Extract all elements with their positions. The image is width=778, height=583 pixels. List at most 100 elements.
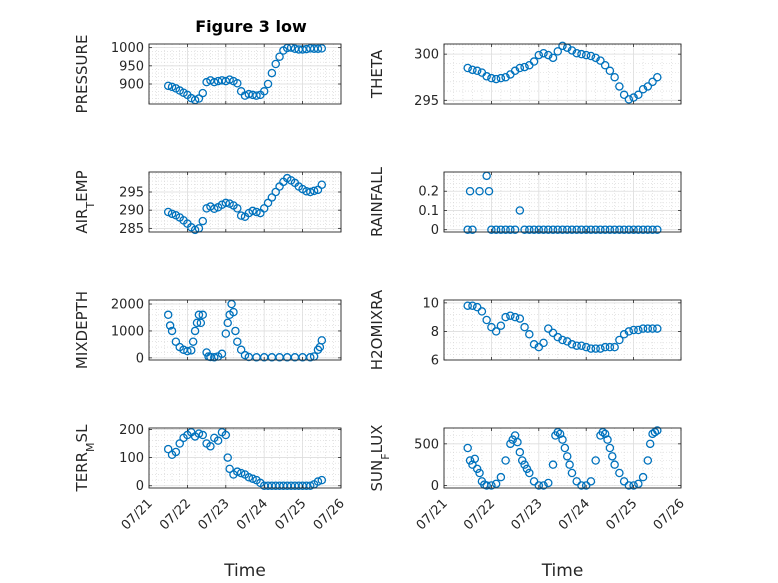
data-point	[515, 206, 525, 215]
data-point	[163, 81, 173, 91]
data-point	[192, 318, 202, 328]
data-point	[491, 479, 501, 489]
data-point	[267, 193, 277, 202]
data-series	[163, 427, 327, 490]
x-tick-label: 07/21	[119, 496, 156, 533]
data-point	[558, 435, 567, 444]
y-axis-label: SUNFLUX	[368, 425, 392, 492]
x-tick-label: 07/23	[509, 496, 546, 533]
data-point	[463, 63, 472, 73]
data-point	[586, 477, 596, 486]
data-point	[591, 53, 600, 63]
data-point	[596, 344, 605, 353]
data-point	[624, 95, 634, 104]
data-point	[629, 481, 638, 490]
y-tick-label: 0	[431, 479, 439, 494]
data-point	[194, 310, 204, 320]
data-point	[534, 481, 544, 490]
data-point	[610, 342, 619, 352]
data-point	[577, 49, 586, 59]
data-point	[513, 437, 522, 447]
y-axis-label: MIXDEPTH	[73, 291, 91, 369]
data-point	[306, 353, 315, 362]
data-point	[233, 467, 242, 476]
data-point	[525, 468, 534, 478]
data-series	[163, 43, 327, 105]
y-axis-label: THETA	[368, 49, 386, 99]
subplot-terr-m-sl: 07/21 07/22 07/23 07/24 07/25 07/26 0 100 200 TER…	[73, 423, 348, 581]
data-point	[198, 310, 208, 320]
data-point	[213, 436, 223, 445]
subplot-sun-f-lux: 07/21 07/22 07/23 07/24 07/25 07/26 0 500 SUNFLU…	[368, 425, 688, 581]
x-tick-label: 07/26	[651, 496, 688, 533]
subplot-rainfall: 0 0.1 0.2 RAINFALL	[368, 166, 682, 238]
data-point	[463, 225, 472, 234]
y-tick-label: 295	[414, 94, 439, 109]
data-point	[477, 307, 487, 316]
data-point	[558, 41, 567, 51]
data-point	[188, 337, 198, 346]
data-point	[558, 335, 567, 345]
data-point	[598, 427, 608, 437]
data-point	[506, 225, 515, 234]
data-point	[186, 346, 196, 355]
data-point	[475, 468, 484, 478]
data-point	[643, 225, 653, 234]
data-point	[501, 312, 510, 322]
data-point	[217, 349, 227, 359]
axes-frame	[148, 171, 342, 233]
data-point	[638, 472, 648, 482]
data-point	[267, 68, 277, 78]
data-point	[638, 225, 648, 234]
data-point	[634, 90, 643, 100]
data-point	[548, 328, 558, 338]
x-axis-label: Time	[223, 561, 266, 581]
data-point	[520, 225, 529, 234]
data-point	[306, 187, 315, 197]
data-point	[244, 473, 254, 482]
data-point	[496, 225, 506, 234]
data-point	[553, 47, 563, 56]
data-point	[313, 44, 323, 53]
x-tick-label: 07/21	[414, 496, 451, 533]
data-point	[167, 209, 177, 219]
data-point	[565, 460, 574, 469]
data-point	[229, 307, 238, 317]
x-tick-label: 07/23	[196, 496, 233, 533]
subplot-air-t-emp: 285 290 295 AIRTEMP	[73, 170, 342, 237]
data-point	[463, 443, 472, 453]
y-tick-label: 0.1	[418, 204, 439, 219]
data-point	[198, 88, 208, 98]
data-point	[491, 74, 501, 84]
data-point	[534, 342, 544, 352]
data-point	[572, 341, 581, 350]
y-tick-label: 200	[119, 423, 144, 438]
data-point	[603, 435, 612, 444]
data-point	[544, 478, 553, 488]
data-point	[577, 481, 586, 490]
data-point	[496, 73, 506, 83]
data-point	[313, 477, 323, 486]
data-point	[562, 225, 572, 234]
data-point	[629, 325, 638, 335]
data-point	[263, 198, 273, 208]
data-point	[529, 477, 539, 486]
data-point	[244, 89, 254, 99]
data-point	[167, 82, 177, 92]
y-tick-label: 0	[136, 479, 144, 494]
data-point	[567, 468, 577, 478]
data-point	[520, 460, 529, 469]
y-axis-label: TERRMSL	[73, 424, 97, 493]
data-point	[548, 53, 558, 63]
data-point	[581, 481, 591, 490]
x-tick-label: 07/26	[311, 496, 348, 533]
data-point	[223, 318, 232, 328]
subplot-theta: 295 300 THETA	[368, 41, 682, 109]
data-point	[508, 435, 517, 444]
data-point	[544, 324, 553, 333]
data-point	[252, 91, 261, 100]
data-point	[487, 225, 496, 234]
data-point	[638, 84, 648, 94]
data-point	[605, 342, 615, 352]
data-point	[463, 301, 472, 310]
